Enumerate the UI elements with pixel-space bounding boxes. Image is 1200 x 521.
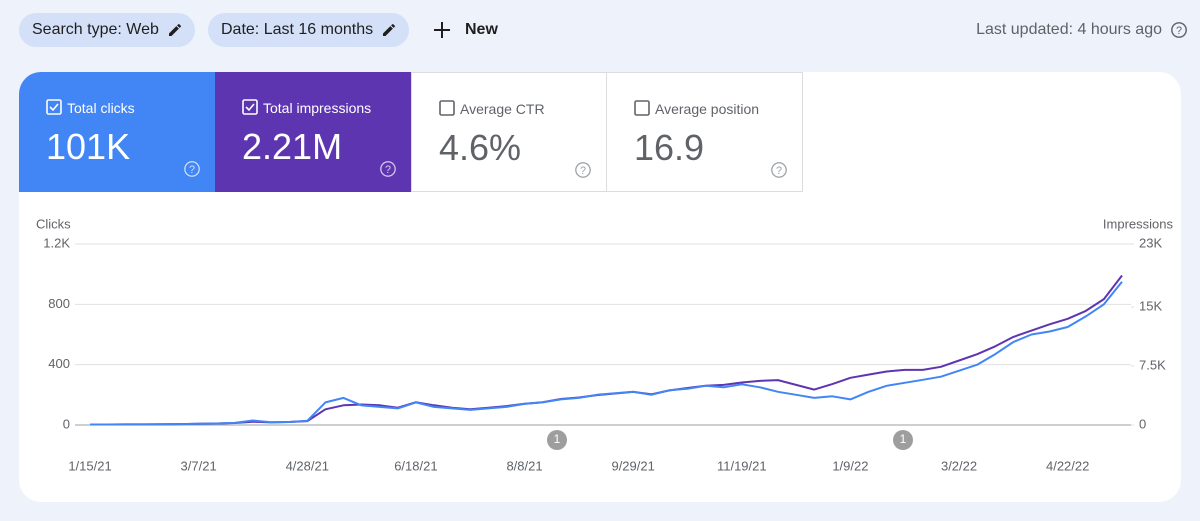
y2-axis-title: Impressions xyxy=(1103,216,1174,231)
x-tick-label: 6/18/21 xyxy=(394,458,437,473)
y2-tick-label: 23K xyxy=(1139,235,1162,250)
annotation-label: 1 xyxy=(554,432,561,446)
metric-label: Average CTR xyxy=(460,101,545,117)
svg-text:?: ? xyxy=(1176,25,1182,37)
x-tick-label: 9/29/21 xyxy=(611,458,654,473)
series-line xyxy=(90,281,1123,426)
x-tick-label: 3/7/21 xyxy=(181,458,217,473)
y2-tick-label: 15K xyxy=(1139,298,1162,313)
metric-value: 2.21M xyxy=(242,126,343,167)
last-updated: Last updated: 4 hours ago ? xyxy=(976,13,1187,47)
x-tick-label: 8/8/21 xyxy=(506,458,542,473)
svg-text:?: ? xyxy=(385,164,391,176)
metric-value: 101K xyxy=(46,126,131,167)
x-tick-label: 4/28/21 xyxy=(286,458,329,473)
x-tick-label: 4/22/22 xyxy=(1046,458,1089,473)
checkbox[interactable] xyxy=(439,100,455,116)
metric-tile[interactable]: Average position 16.9? xyxy=(607,72,803,192)
svg-text:?: ? xyxy=(189,164,195,176)
y-tick-label: 800 xyxy=(48,296,70,311)
filter-chip[interactable]: Search type: Web xyxy=(19,13,195,47)
x-tick-label: 3/2/22 xyxy=(941,458,977,473)
annotation-label: 1 xyxy=(900,432,907,446)
annotation-marker xyxy=(893,430,913,450)
help-icon[interactable]: ? xyxy=(574,161,592,179)
metric-label: Total impressions xyxy=(263,100,372,116)
y2-tick-label: 7.5K xyxy=(1139,357,1166,372)
edit-icon xyxy=(383,23,396,36)
filter-chip[interactable]: Date: Last 16 months xyxy=(208,13,410,47)
checkbox[interactable] xyxy=(634,100,650,116)
y-tick-label: 0 xyxy=(63,416,70,431)
chip-label: Search type: Web xyxy=(32,21,159,38)
metric-label: Total clicks xyxy=(67,100,135,116)
new-button[interactable]: New xyxy=(433,13,498,47)
series-line xyxy=(90,274,1123,426)
metric-value: 4.6% xyxy=(439,127,522,168)
plus-icon xyxy=(434,22,450,38)
last-updated-text: Last updated: 4 hours ago xyxy=(976,21,1162,38)
help-icon[interactable]: ? xyxy=(183,160,201,178)
y2-tick-label: 0 xyxy=(1139,416,1146,431)
metric-tile[interactable]: Total clicks 101K? xyxy=(19,72,215,192)
help-icon[interactable]: ? xyxy=(379,160,397,178)
chip-label: Date: Last 16 months xyxy=(221,21,374,38)
svg-text:?: ? xyxy=(776,165,782,177)
y-tick-label: 1.2K xyxy=(43,235,70,250)
new-label: New xyxy=(465,21,498,38)
annotation-marker xyxy=(547,430,567,450)
help-icon[interactable]: ? xyxy=(770,161,788,179)
metric-tile[interactable]: Total impressions 2.21M? xyxy=(215,72,411,192)
chart: Clicks Impressions 0 400 800 1.2K 0 7.5K 15K 23K 1… xyxy=(36,216,1174,473)
performance-card: Clicks Impressions 0 400 800 1.2K 0 7.5K 15K 23K 1… xyxy=(19,72,1181,502)
svg-text:?: ? xyxy=(580,165,586,177)
y-tick-label: 400 xyxy=(48,356,70,371)
metric-label: Average position xyxy=(655,101,760,117)
checkbox[interactable] xyxy=(46,99,62,115)
x-tick-label: 11/19/21 xyxy=(717,458,767,473)
y-axis-title: Clicks xyxy=(36,216,71,231)
metric-value: 16.9 xyxy=(634,127,705,168)
checkbox[interactable] xyxy=(242,99,258,115)
x-tick-label: 1/15/21 xyxy=(68,458,111,473)
x-tick-label: 1/9/22 xyxy=(832,458,868,473)
edit-icon xyxy=(168,23,181,36)
help-icon[interactable]: ? xyxy=(1170,21,1188,39)
metric-tile[interactable]: Average CTR 4.6%? xyxy=(411,72,607,192)
